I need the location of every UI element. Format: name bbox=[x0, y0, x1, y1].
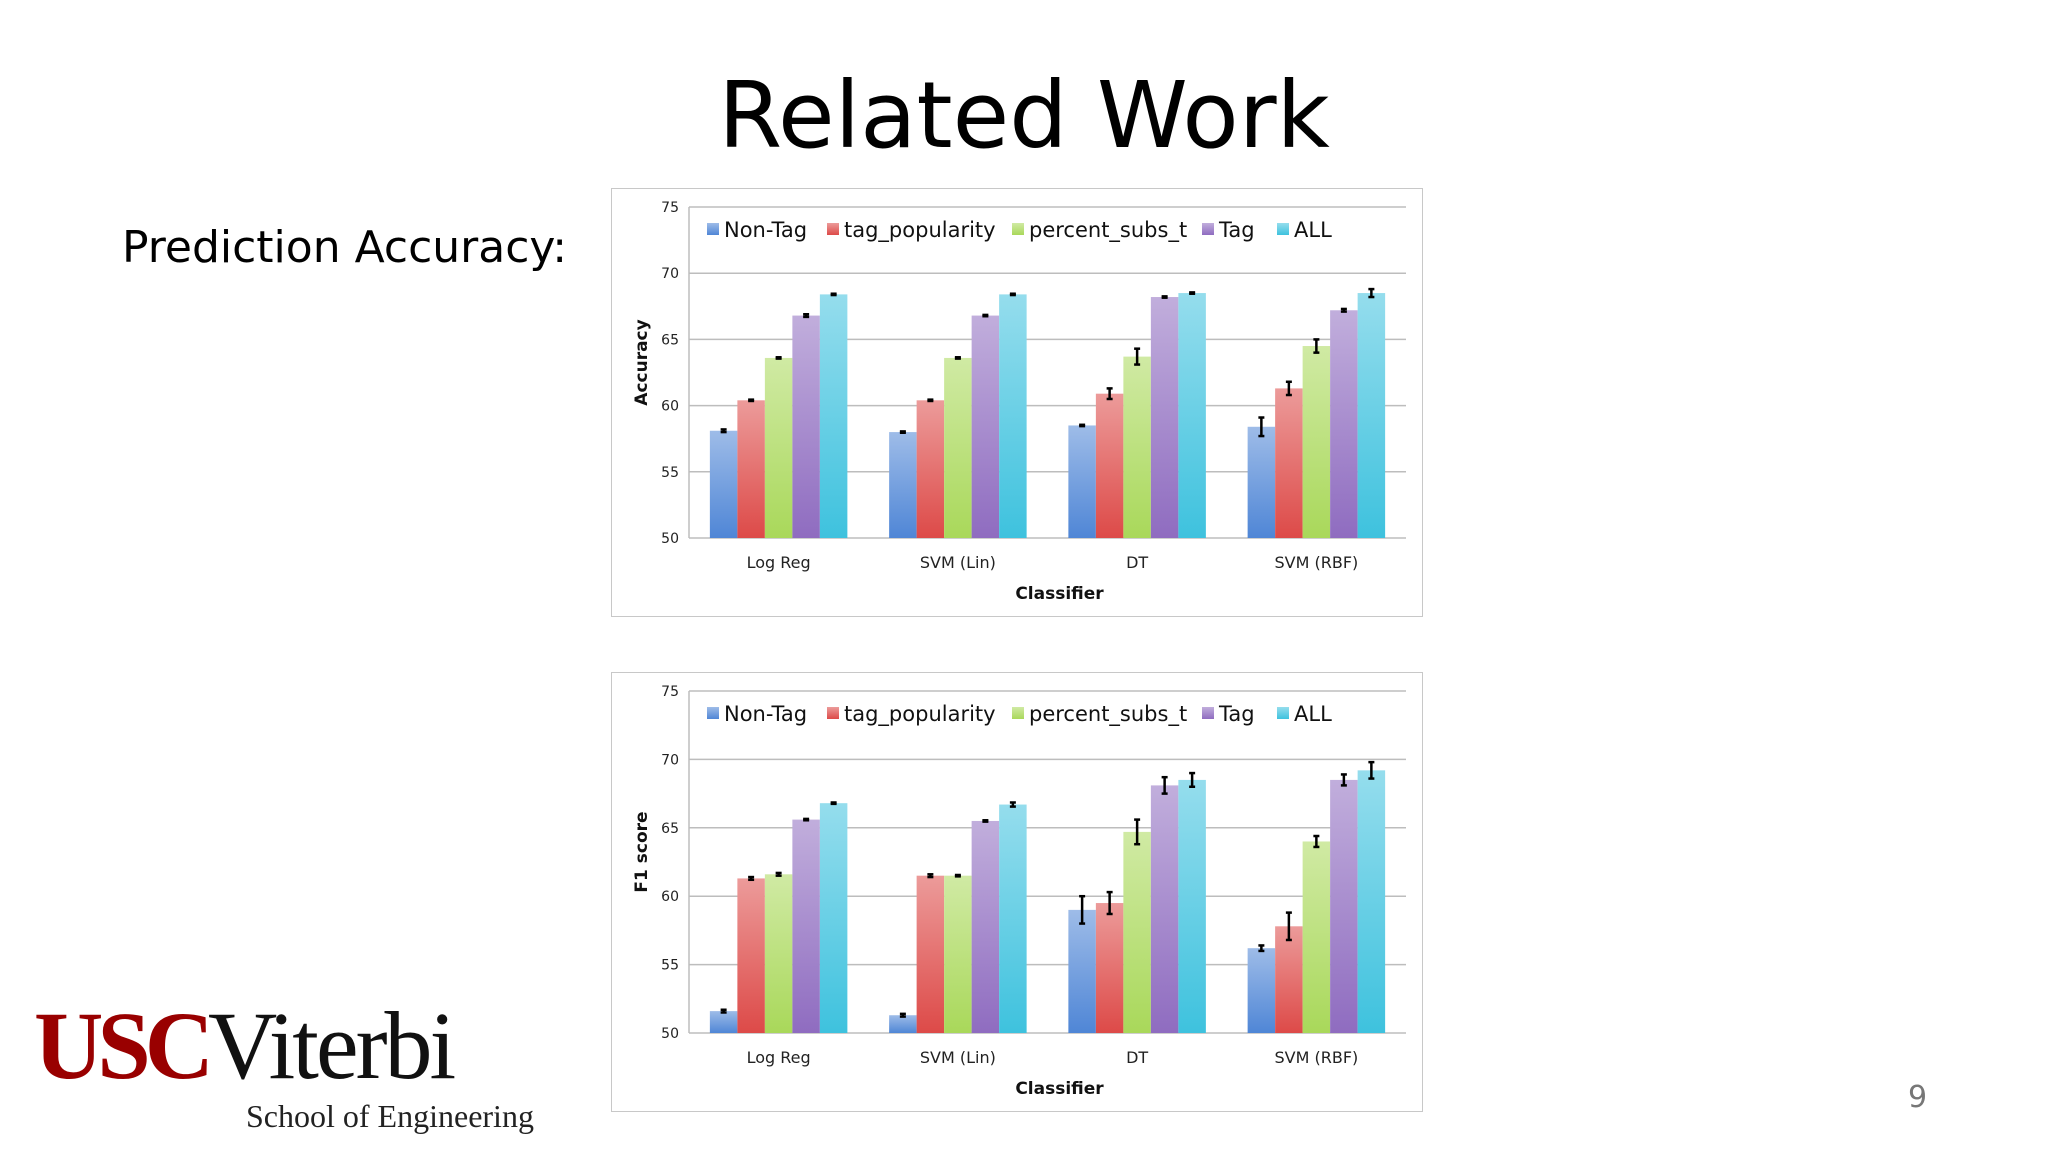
bar-all-0 bbox=[819, 803, 848, 1033]
y-tick-label: 55 bbox=[661, 958, 679, 974]
y-tick-label: 60 bbox=[661, 889, 679, 905]
bar-tag-1 bbox=[971, 315, 1000, 538]
bar-all-1 bbox=[999, 294, 1027, 538]
legend-swatch bbox=[1012, 223, 1024, 235]
y-axis-title: Accuracy bbox=[632, 319, 652, 405]
bar-percent-subs-t-1 bbox=[944, 357, 972, 538]
bar-tag-2 bbox=[1150, 785, 1179, 1033]
bar-all-3 bbox=[1357, 770, 1386, 1033]
bar-tag-popularity-1 bbox=[916, 875, 945, 1033]
bar-tag-3 bbox=[1330, 310, 1358, 538]
bar-all-2 bbox=[1178, 779, 1206, 1033]
legend-label: tag_popularity bbox=[844, 702, 996, 727]
bar-percent-subs-t-0 bbox=[764, 357, 793, 538]
legend-swatch bbox=[707, 707, 719, 719]
legend-swatch bbox=[1277, 223, 1289, 235]
usc-viterbi-logo: USCViterbi School of Engineering bbox=[34, 990, 534, 1134]
x-category-label: DT bbox=[1126, 553, 1148, 572]
legend-label: Non-Tag bbox=[724, 218, 807, 242]
legend-swatch bbox=[827, 707, 839, 719]
legend-label: Tag bbox=[1218, 218, 1255, 242]
y-tick-label: 75 bbox=[661, 684, 679, 700]
legend-swatch bbox=[1202, 707, 1214, 719]
bar-all-2 bbox=[1178, 293, 1206, 538]
y-tick-label: 60 bbox=[661, 399, 679, 415]
x-category-label: SVM (RBF) bbox=[1274, 553, 1358, 572]
bar-non-tag-3 bbox=[1247, 426, 1276, 538]
x-category-label: SVM (Lin) bbox=[920, 553, 996, 572]
f1-chart-svg: 50 55 60 65 70 75 Log Reg SVM (Lin) DT SVM (RBF) C… bbox=[632, 684, 1406, 1099]
page-number: 9 bbox=[1908, 1080, 1928, 1115]
x-axis-title: Classifier bbox=[1015, 1079, 1104, 1099]
bar-tag-popularity-0 bbox=[737, 400, 765, 538]
legend-label: percent_subs_t bbox=[1029, 218, 1187, 243]
bar-tag-3 bbox=[1330, 779, 1358, 1033]
y-axis-title: F1 score bbox=[632, 811, 652, 892]
bar-non-tag-1 bbox=[889, 432, 917, 538]
bar-tag-popularity-2 bbox=[1095, 903, 1124, 1033]
bar-percent-subs-t-0 bbox=[764, 874, 793, 1033]
x-axis-title: Classifier bbox=[1015, 584, 1104, 604]
logo-usc: USC bbox=[34, 992, 214, 1099]
bar-percent-subs-t-3 bbox=[1302, 841, 1331, 1033]
y-tick-label: 65 bbox=[661, 821, 679, 837]
x-category-label: SVM (Lin) bbox=[920, 1048, 996, 1067]
bar-all-3 bbox=[1357, 293, 1386, 538]
bar-tag-popularity-0 bbox=[737, 878, 765, 1033]
bar-tag-0 bbox=[792, 315, 820, 538]
legend-label: percent_subs_t bbox=[1029, 702, 1187, 727]
slide-title: Related Work bbox=[718, 62, 1330, 169]
y-tick-label: 75 bbox=[661, 200, 679, 216]
y-tick-label: 65 bbox=[661, 332, 679, 348]
legend-swatch bbox=[1202, 223, 1214, 235]
bar-tag-popularity-1 bbox=[916, 400, 945, 538]
x-category-label: DT bbox=[1126, 1048, 1148, 1067]
bar-tag-popularity-2 bbox=[1095, 393, 1124, 538]
bar-tag-0 bbox=[792, 819, 820, 1033]
bar-all-0 bbox=[819, 294, 848, 538]
bar-non-tag-1 bbox=[889, 1015, 917, 1033]
legend-swatch bbox=[827, 223, 839, 235]
f1-chart: 50 55 60 65 70 75 Log Reg SVM (Lin) DT SVM (RBF) C… bbox=[611, 672, 1423, 1112]
x-category-label: Log Reg bbox=[747, 1048, 811, 1067]
bar-non-tag-0 bbox=[709, 1011, 738, 1033]
legend-label: ALL bbox=[1294, 218, 1332, 242]
legend-label: Non-Tag bbox=[724, 702, 807, 726]
logo-school: School of Engineering bbox=[246, 1098, 534, 1134]
logo-viterbi: Viterbi bbox=[208, 992, 456, 1099]
legend-label: ALL bbox=[1294, 702, 1332, 726]
accuracy-chart-svg: 50 55 60 65 70 75 Log Reg SVM (Lin) DT SVM (RBF) C… bbox=[632, 200, 1406, 604]
bar-non-tag-2 bbox=[1068, 909, 1096, 1033]
bar-tag-2 bbox=[1150, 297, 1179, 538]
legend-label: Tag bbox=[1218, 702, 1255, 726]
y-tick-label: 70 bbox=[661, 266, 679, 282]
bar-percent-subs-t-3 bbox=[1302, 346, 1331, 538]
bar-non-tag-0 bbox=[709, 430, 738, 538]
y-tick-label: 50 bbox=[661, 531, 679, 547]
bar-tag-popularity-3 bbox=[1275, 926, 1303, 1033]
x-category-label: Log Reg bbox=[747, 553, 811, 572]
bar-non-tag-2 bbox=[1068, 425, 1096, 538]
bar-tag-1 bbox=[971, 820, 1000, 1033]
bar-non-tag-3 bbox=[1247, 948, 1276, 1033]
bar-all-1 bbox=[999, 804, 1027, 1033]
legend-swatch bbox=[1012, 707, 1024, 719]
bar-percent-subs-t-2 bbox=[1123, 356, 1151, 538]
x-category-label: SVM (RBF) bbox=[1274, 1048, 1358, 1067]
accuracy-chart: 50 55 60 65 70 75 Log Reg SVM (Lin) DT SVM (RBF) C… bbox=[611, 188, 1423, 617]
slide-subtitle: Prediction Accuracy: bbox=[122, 222, 568, 273]
y-tick-label: 55 bbox=[661, 465, 679, 481]
y-tick-label: 50 bbox=[661, 1026, 679, 1042]
bar-percent-subs-t-1 bbox=[944, 875, 972, 1033]
legend-label: tag_popularity bbox=[844, 218, 996, 243]
legend-swatch bbox=[707, 223, 719, 235]
bar-percent-subs-t-2 bbox=[1123, 831, 1151, 1033]
y-tick-label: 70 bbox=[661, 752, 679, 768]
legend-swatch bbox=[1277, 707, 1289, 719]
bar-tag-popularity-3 bbox=[1275, 388, 1303, 538]
